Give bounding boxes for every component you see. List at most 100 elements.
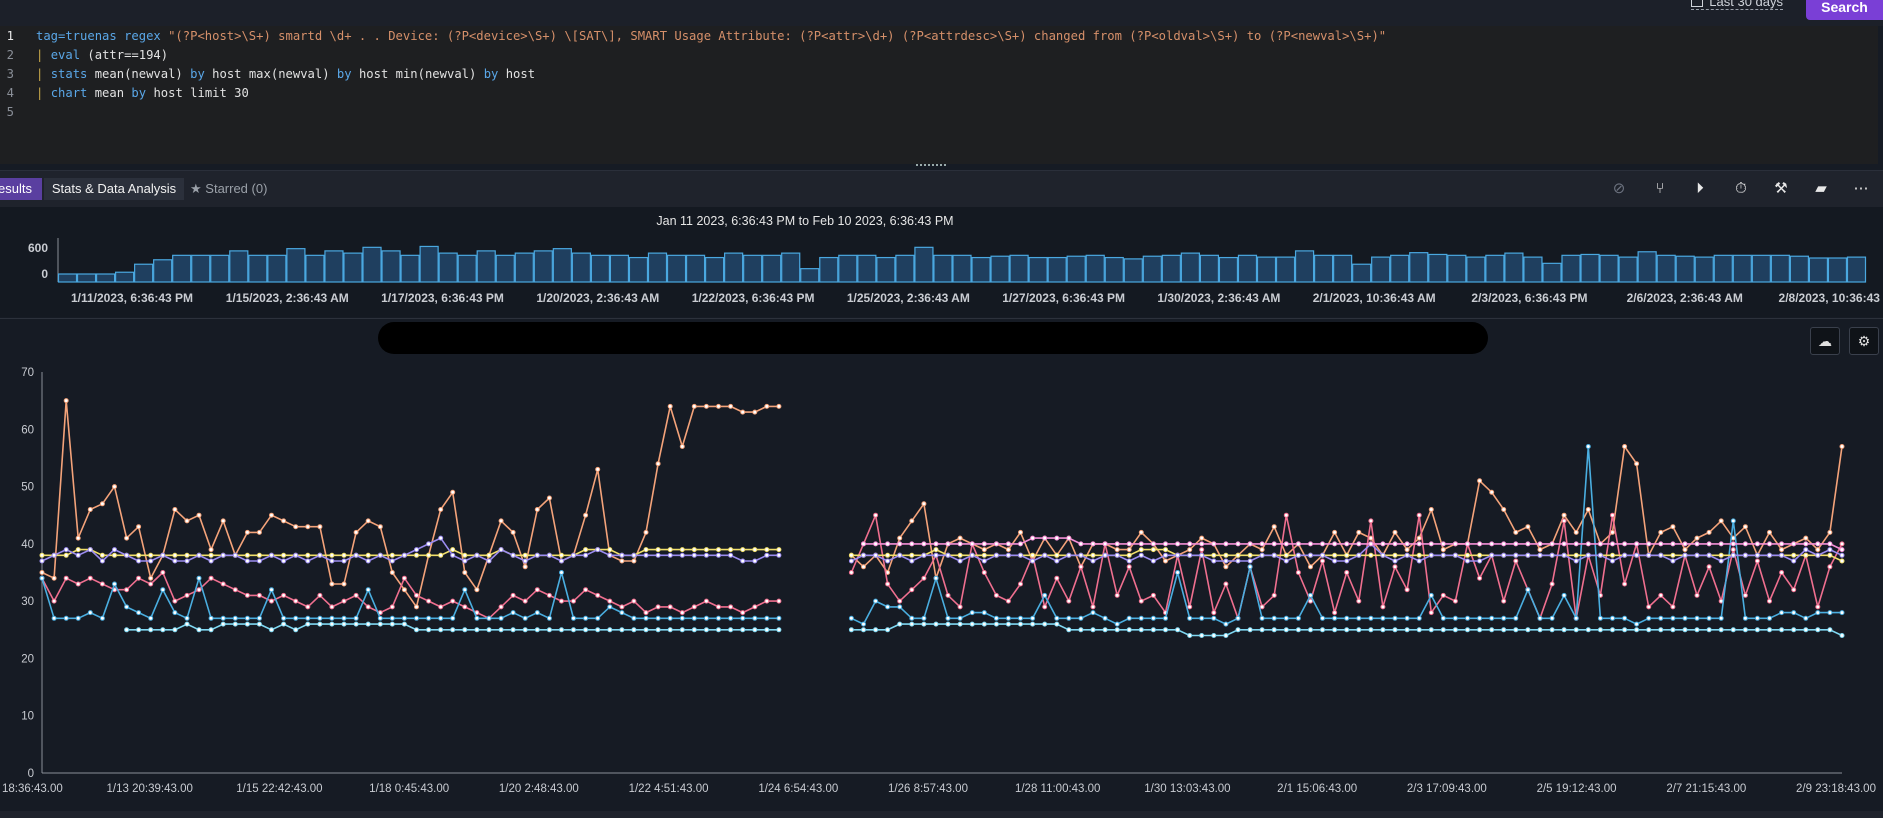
data-point[interactable]	[1839, 541, 1845, 547]
data-point[interactable]	[993, 592, 999, 598]
data-point[interactable]	[1126, 564, 1132, 570]
data-point[interactable]	[377, 621, 383, 627]
data-point[interactable]	[559, 627, 564, 633]
data-point[interactable]	[921, 621, 927, 627]
data-point[interactable]	[1332, 610, 1338, 616]
data-point[interactable]	[728, 604, 734, 610]
data-point[interactable]	[317, 552, 323, 558]
data-point[interactable]	[389, 615, 395, 621]
data-point[interactable]	[1465, 558, 1470, 564]
data-point[interactable]	[232, 621, 238, 627]
data-point[interactable]	[1682, 552, 1688, 558]
data-point[interactable]	[1163, 541, 1168, 547]
data-point[interactable]	[981, 570, 987, 575]
data-point[interactable]	[1163, 627, 1168, 633]
data-point[interactable]	[148, 552, 154, 558]
histogram-bar[interactable]	[267, 254, 287, 283]
data-point[interactable]	[776, 598, 782, 604]
data-point[interactable]	[1054, 535, 1060, 541]
histogram-bar[interactable]	[990, 255, 1010, 283]
data-point[interactable]	[1392, 552, 1398, 558]
data-point[interactable]	[438, 615, 444, 621]
data-point[interactable]	[1561, 552, 1567, 558]
data-point[interactable]	[703, 615, 709, 621]
data-point[interactable]	[39, 552, 45, 558]
data-point[interactable]	[1332, 558, 1338, 564]
data-point[interactable]	[474, 627, 480, 633]
data-point[interactable]	[1320, 615, 1325, 621]
data-point[interactable]	[305, 558, 311, 564]
data-point[interactable]	[1126, 558, 1132, 564]
data-point[interactable]	[1295, 541, 1301, 547]
data-point[interactable]	[293, 627, 299, 633]
data-point[interactable]	[329, 581, 335, 587]
data-point[interactable]	[124, 535, 130, 541]
histogram-bar[interactable]	[362, 246, 382, 283]
data-point[interactable]	[1706, 529, 1712, 535]
data-point[interactable]	[136, 610, 142, 616]
data-point[interactable]	[1271, 592, 1277, 598]
data-point[interactable]	[1428, 552, 1434, 558]
data-point[interactable]	[1742, 592, 1748, 598]
data-point[interactable]	[957, 541, 963, 547]
data-point[interactable]	[1380, 541, 1386, 547]
histogram-bar[interactable]	[1713, 254, 1733, 283]
data-point[interactable]	[740, 610, 746, 616]
data-point[interactable]	[716, 604, 721, 610]
data-point[interactable]	[1018, 581, 1023, 587]
data-point[interactable]	[377, 552, 383, 558]
data-point[interactable]	[1223, 564, 1229, 570]
data-point[interactable]	[897, 541, 903, 547]
fork-icon[interactable]: ⑂	[1655, 180, 1665, 197]
data-point[interactable]	[1175, 541, 1181, 547]
data-point[interactable]	[1658, 627, 1664, 633]
data-point[interactable]	[172, 598, 178, 604]
data-point[interactable]	[1573, 529, 1579, 535]
data-point[interactable]	[848, 552, 854, 558]
data-point[interactable]	[909, 552, 915, 558]
data-point[interactable]	[1489, 489, 1495, 495]
data-point[interactable]	[1102, 615, 1108, 621]
data-point[interactable]	[1440, 541, 1446, 547]
data-point[interactable]	[1114, 541, 1120, 547]
data-point[interactable]	[1308, 627, 1313, 633]
data-point[interactable]	[764, 627, 770, 633]
data-point[interactable]	[546, 615, 552, 621]
data-point[interactable]	[1585, 552, 1591, 558]
data-point[interactable]	[619, 610, 625, 616]
data-point[interactable]	[1622, 541, 1628, 547]
data-point[interactable]	[329, 615, 335, 621]
data-point[interactable]	[365, 621, 371, 627]
data-point[interactable]	[1670, 524, 1676, 530]
data-point[interactable]	[1368, 627, 1374, 633]
data-point[interactable]	[1561, 512, 1567, 518]
data-point[interactable]	[885, 541, 891, 547]
data-point[interactable]	[667, 615, 673, 621]
data-point[interactable]	[1259, 541, 1265, 547]
data-point[interactable]	[559, 552, 564, 558]
histogram-bar[interactable]	[933, 254, 953, 283]
data-point[interactable]	[1634, 627, 1640, 633]
data-point[interactable]	[1549, 552, 1555, 558]
data-point[interactable]	[1742, 627, 1748, 633]
data-point[interactable]	[716, 403, 721, 409]
data-point[interactable]	[1259, 604, 1265, 610]
data-point[interactable]	[655, 604, 661, 610]
data-point[interactable]	[136, 524, 142, 530]
data-point[interactable]	[1392, 558, 1398, 564]
data-point[interactable]	[885, 552, 891, 558]
data-point[interactable]	[691, 615, 697, 621]
data-point[interactable]	[172, 610, 178, 616]
data-point[interactable]	[450, 627, 456, 633]
data-point[interactable]	[1078, 552, 1084, 558]
data-point[interactable]	[1815, 604, 1821, 610]
data-point[interactable]	[1308, 541, 1313, 547]
histogram-bar[interactable]	[172, 254, 192, 283]
data-point[interactable]	[776, 552, 782, 558]
data-point[interactable]	[1513, 558, 1519, 564]
data-point[interactable]	[220, 518, 226, 524]
histogram-bar[interactable]	[1599, 254, 1619, 283]
data-point[interactable]	[232, 552, 238, 558]
data-point[interactable]	[389, 621, 395, 627]
histogram-bar[interactable]	[914, 246, 934, 283]
